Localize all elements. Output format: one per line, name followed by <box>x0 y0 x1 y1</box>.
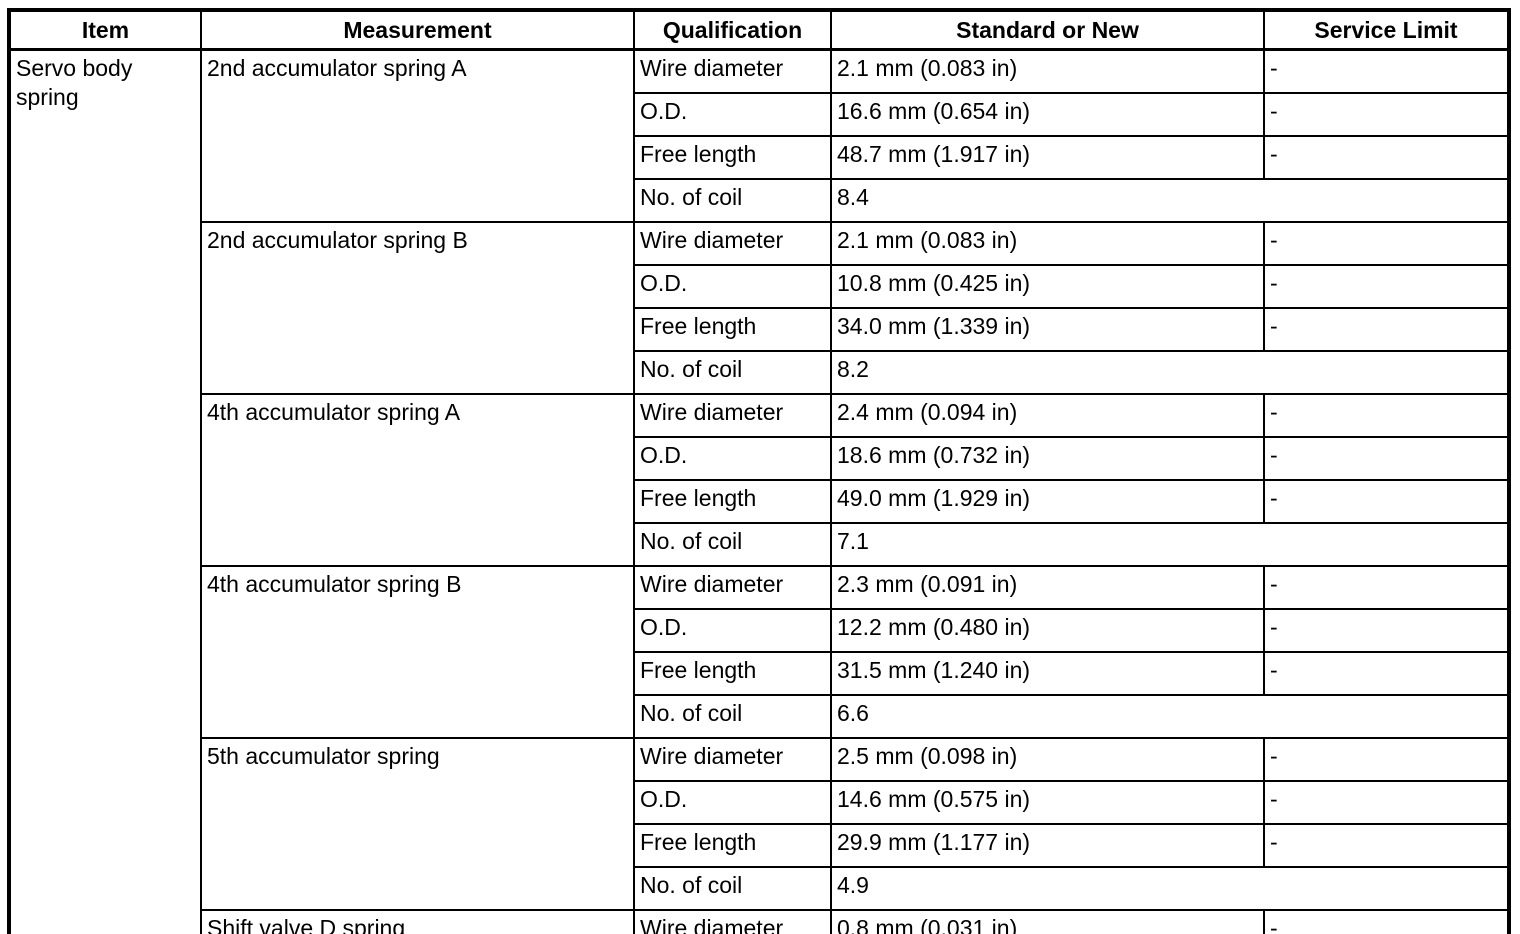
table-row: 5th accumulator spring Wire diameter 2.5… <box>9 737 1510 911</box>
table-row: O.D. 16.6 mm (0.654 in) - <box>9 92 1510 137</box>
standard-cell: 49.0 mm (1.929 in) <box>830 479 1265 524</box>
standard-cell: 14.6 mm (0.575 in) <box>830 780 1265 825</box>
standard-cell: 12.2 mm (0.480 in) <box>830 608 1265 653</box>
table-row: 2nd accumulator spring B Wire diameter 2… <box>9 221 1510 395</box>
col-header-qualification: Qualification <box>633 9 832 51</box>
standard-cell: 7.1 <box>830 522 1510 567</box>
table-row: Free length 49.0 mm (1.929 in) - <box>9 479 1510 524</box>
service-limit-cell: - <box>1263 565 1510 610</box>
standard-cell: 29.9 mm (1.177 in) <box>830 823 1265 868</box>
measurement-cell: 4th accumulator spring A <box>200 393 635 567</box>
standard-cell: 2.1 mm (0.083 in) <box>830 48 1265 94</box>
col-header-measurement: Measurement <box>200 9 635 51</box>
service-limit-cell: - <box>1263 737 1510 782</box>
service-limit-cell: - <box>1263 92 1510 137</box>
qualification-cell: Free length <box>633 135 832 180</box>
service-limit-cell: - <box>1263 823 1510 868</box>
qualification-cell: Wire diameter <box>633 737 832 782</box>
table-row: O.D. 12.2 mm (0.480 in) - <box>9 608 1510 653</box>
col-header-service-limit: Service Limit <box>1263 9 1510 51</box>
standard-cell: 34.0 mm (1.339 in) <box>830 307 1265 352</box>
table-row: No. of coil 8.4 <box>9 178 1510 223</box>
qualification-cell: Wire diameter <box>633 48 832 94</box>
qualification-cell: O.D. <box>633 608 832 653</box>
qualification-cell: Wire diameter <box>633 909 832 934</box>
service-limit-cell: - <box>1263 780 1510 825</box>
measurement-cell: 5th accumulator spring <box>200 737 635 911</box>
table-row: No. of coil 4.9 <box>9 866 1510 911</box>
standard-cell: 2.3 mm (0.091 in) <box>830 565 1265 610</box>
qualification-cell: Free length <box>633 823 832 868</box>
measurement-cell: 2nd accumulator spring A <box>200 48 635 223</box>
standard-cell: 8.2 <box>830 350 1510 395</box>
qualification-cell: No. of coil <box>633 178 832 223</box>
spring-spec-table: Item Measurement Qualification Standard … <box>7 8 1511 934</box>
standard-cell: 48.7 mm (1.917 in) <box>830 135 1265 180</box>
qualification-cell: No. of coil <box>633 866 832 911</box>
qualification-cell: O.D. <box>633 264 832 309</box>
qualification-cell: Free length <box>633 651 832 696</box>
table-row: Servo body spring 2nd accumulator spring… <box>8 48 1510 934</box>
service-limit-cell: - <box>1263 651 1510 696</box>
table-row: Shift valve D spring Wire diameter 0.8 m… <box>9 909 1510 934</box>
service-limit-cell: - <box>1263 909 1510 934</box>
item-cell: Servo body spring <box>8 48 202 934</box>
measurement-cell: 2nd accumulator spring B <box>200 221 635 395</box>
header-row: Item Measurement Qualification Standard … <box>8 9 1510 51</box>
service-limit-cell: - <box>1263 608 1510 653</box>
standard-cell: 0.8 mm (0.031 in) <box>830 909 1265 934</box>
standard-cell: 2.5 mm (0.098 in) <box>830 737 1265 782</box>
service-limit-cell: - <box>1263 221 1510 266</box>
table-row: Free length 29.9 mm (1.177 in) - <box>9 823 1510 868</box>
table-row: No. of coil 8.2 <box>9 350 1510 395</box>
standard-cell: 16.6 mm (0.654 in) <box>830 92 1265 137</box>
qualification-cell: Wire diameter <box>633 565 832 610</box>
col-header-standard: Standard or New <box>830 9 1265 51</box>
measurement-cell: 4th accumulator spring B <box>200 565 635 739</box>
service-limit-cell: - <box>1263 135 1510 180</box>
qualification-cell: O.D. <box>633 92 832 137</box>
service-limit-cell: - <box>1263 436 1510 481</box>
table-row: O.D. 18.6 mm (0.732 in) - <box>9 436 1510 481</box>
standard-cell: 6.6 <box>830 694 1510 739</box>
qualification-cell: O.D. <box>633 436 832 481</box>
table-row: O.D. 10.8 mm (0.425 in) - <box>9 264 1510 309</box>
standard-cell: 31.5 mm (1.240 in) <box>830 651 1265 696</box>
service-limit-cell: - <box>1263 479 1510 524</box>
table-row: O.D. 14.6 mm (0.575 in) - <box>9 780 1510 825</box>
standard-cell: 18.6 mm (0.732 in) <box>830 436 1265 481</box>
standard-cell: 4.9 <box>830 866 1510 911</box>
qualification-cell: Wire diameter <box>633 221 832 266</box>
standard-cell: 2.1 mm (0.083 in) <box>830 221 1265 266</box>
qualification-cell: Free length <box>633 479 832 524</box>
table-row: 4th accumulator spring B Wire diameter 2… <box>9 565 1510 739</box>
table-row: No. of coil 6.6 <box>9 694 1510 739</box>
qualification-cell: No. of coil <box>633 522 832 567</box>
qualification-cell: Wire diameter <box>633 393 832 438</box>
qualification-cell: No. of coil <box>633 350 832 395</box>
service-limit-cell: - <box>1263 307 1510 352</box>
measurement-cell: Shift valve D spring <box>200 909 635 934</box>
table-row: Free length 34.0 mm (1.339 in) - <box>9 307 1510 352</box>
standard-cell: 10.8 mm (0.425 in) <box>830 264 1265 309</box>
table-row: No. of coil 7.1 <box>9 522 1510 567</box>
qualification-cell: No. of coil <box>633 694 832 739</box>
table-row: Free length 48.7 mm (1.917 in) - <box>9 135 1510 180</box>
col-header-item: Item <box>8 9 202 51</box>
qualification-cell: O.D. <box>633 780 832 825</box>
table-row: Free length 31.5 mm (1.240 in) - <box>9 651 1510 696</box>
table-row: 4th accumulator spring A Wire diameter 2… <box>9 393 1510 567</box>
service-limit-cell: - <box>1263 393 1510 438</box>
standard-cell: 2.4 mm (0.094 in) <box>830 393 1265 438</box>
service-limit-cell: - <box>1263 264 1510 309</box>
standard-cell: 8.4 <box>830 178 1510 223</box>
service-limit-cell: - <box>1263 48 1510 94</box>
qualification-cell: Free length <box>633 307 832 352</box>
